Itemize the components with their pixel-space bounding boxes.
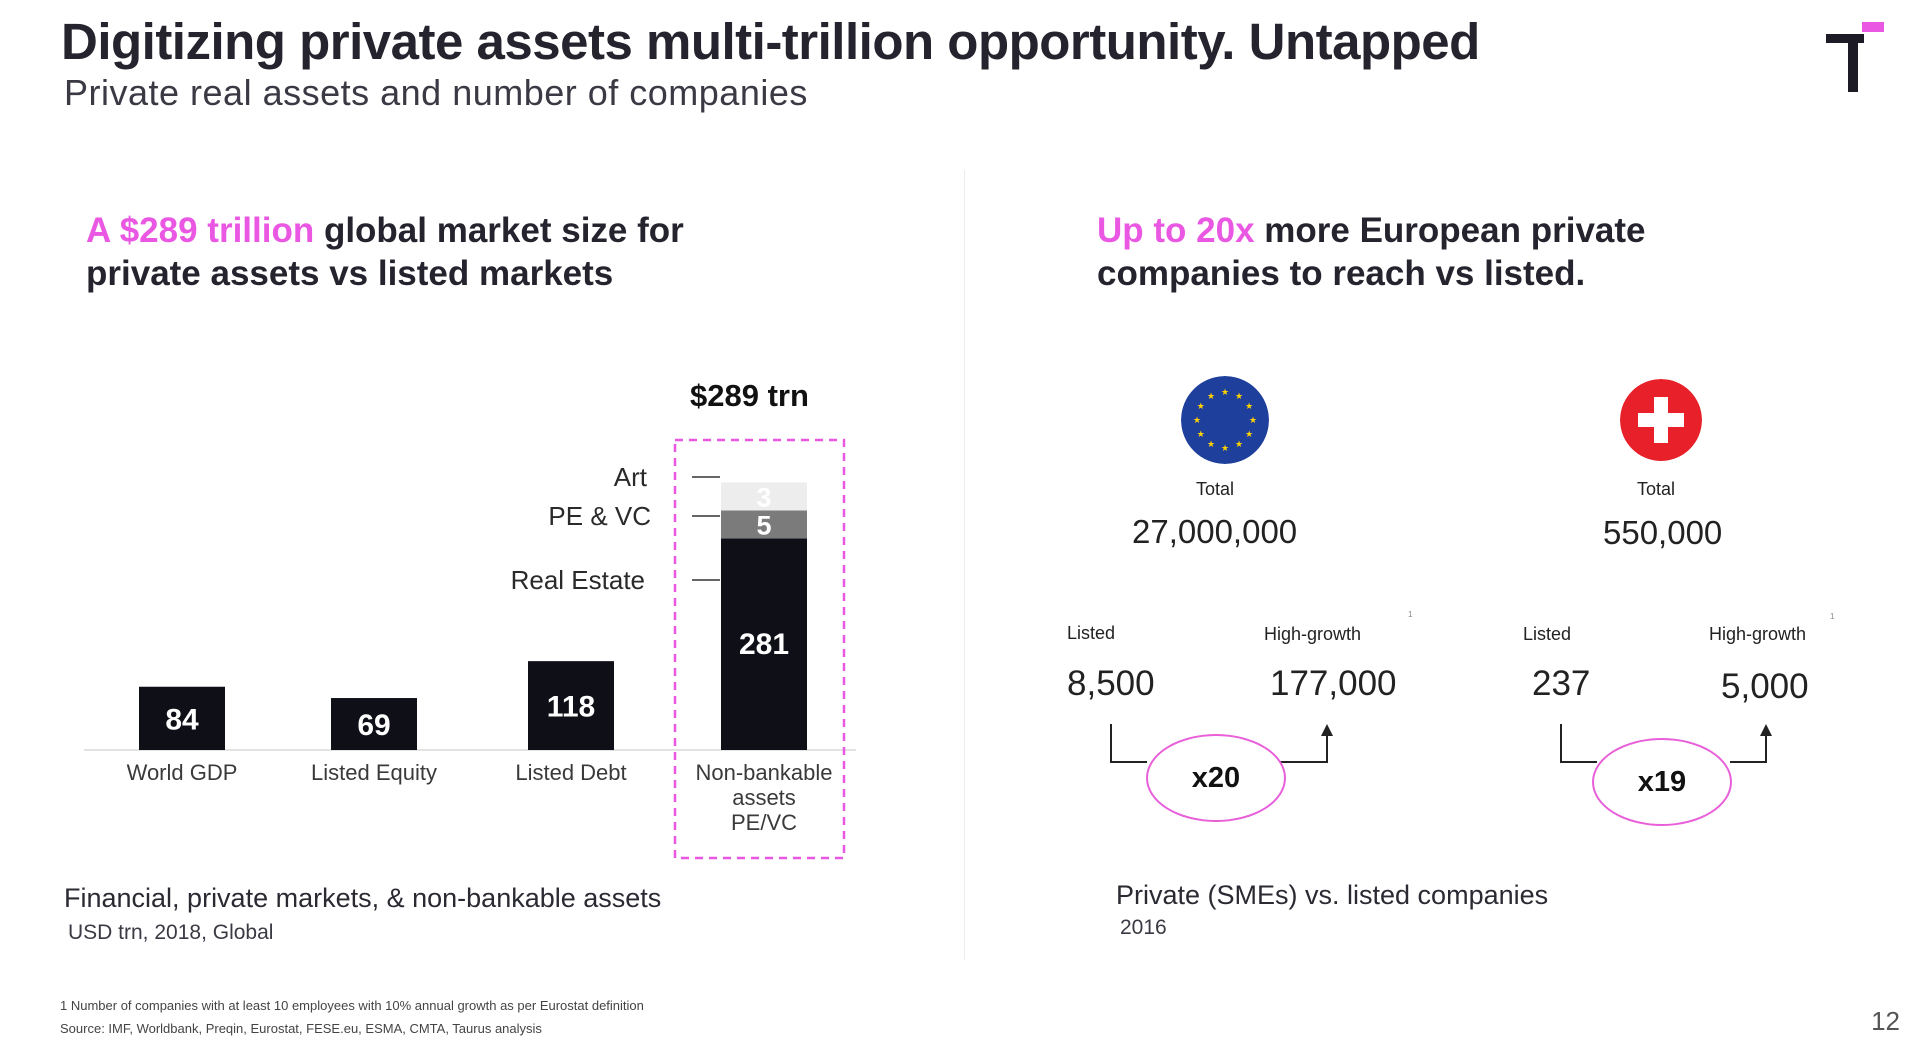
section-divider — [964, 170, 965, 960]
eu-star-icon: ★ — [1235, 440, 1243, 450]
stack-segment-label-2: Art — [614, 462, 648, 492]
left-chart-caption: Financial, private markets, & non-bankab… — [64, 883, 662, 913]
eu-star-icon: ★ — [1235, 392, 1243, 402]
ch-footnote-mark: 1 — [1830, 612, 1835, 621]
stack-segment-2 — [721, 482, 807, 511]
footnote: 1 Number of companies with at least 10 e… — [60, 998, 644, 1013]
eu-star-icon: ★ — [1197, 402, 1205, 412]
eu-growth-label: High-growth — [1264, 624, 1362, 644]
eu-total-value: 27,000,000 — [1132, 513, 1298, 550]
stack-segment-label-0: Real Estate — [511, 565, 645, 595]
ch-total-value: 550,000 — [1603, 514, 1723, 551]
ch-listed-value: 237 — [1532, 664, 1591, 703]
ch-growth-value: 5,000 — [1721, 667, 1809, 706]
ch-multiplier-badge: x19 — [1592, 738, 1732, 826]
page-title: Digitizing private assets multi-trillion… — [61, 13, 1480, 70]
eu-star-icon: ★ — [1249, 416, 1257, 426]
ch-total-label: Total — [1637, 479, 1676, 499]
right-headline-accent: Up to 20x — [1097, 211, 1255, 250]
left-headline: A $289 trillion global market size for p… — [86, 209, 684, 295]
category-label-1: Listed Equity — [311, 760, 437, 785]
bar-1 — [331, 698, 417, 750]
stack-segment-label-1: PE & VC — [548, 501, 651, 531]
bar-2 — [528, 661, 614, 750]
eu-footnote-mark: 1 — [1408, 610, 1413, 619]
swiss-flag-icon — [1620, 379, 1702, 461]
eu-star-icon: ★ — [1207, 392, 1215, 402]
stack-segment-1 — [721, 510, 807, 539]
ch-growth-label: High-growth — [1709, 624, 1807, 644]
left-chart-subcaption: USD trn, 2018, Global — [68, 921, 274, 944]
eu-flag-icon: ★ ★★★★★★★★★★★ — [1181, 376, 1269, 464]
eu-star-icon: ★ — [1197, 430, 1205, 440]
category-label-3-1: assets — [732, 785, 796, 810]
category-label-3-0: Non-bankable — [696, 760, 833, 785]
page-subtitle: Private real assets and number of compan… — [64, 72, 808, 113]
category-label-3-2: PE/VC — [731, 810, 797, 835]
eu-growth-value: 177,000 — [1270, 664, 1397, 703]
eu-connector-arrow — [1110, 724, 1333, 763]
eu-total-label: Total — [1196, 479, 1235, 499]
source-note: Source: IMF, Worldbank, Preqin, Eurostat… — [60, 1021, 542, 1036]
eu-listed-value: 8,500 — [1067, 664, 1155, 703]
eu-star-icon: ★ — [1207, 440, 1215, 450]
left-headline-accent: A $289 trillion — [86, 211, 315, 250]
ch-connector-arrow — [1560, 724, 1772, 763]
stack-segment-value-2: 3 — [756, 482, 771, 512]
right-caption: Private (SMEs) vs. listed companies — [1116, 880, 1549, 910]
ch-listed-label: Listed — [1523, 624, 1572, 644]
market-size-bar-chart: 84 69 118 281 Real Estate 5 PE & VC 3 Art World G… — [84, 438, 856, 860]
eu-multiplier-badge: x20 — [1146, 734, 1286, 822]
category-label-0: World GDP — [127, 760, 238, 785]
bar-0 — [139, 686, 225, 750]
bar-value-2: 118 — [547, 691, 595, 724]
stack-total-label: $289 trn — [690, 378, 809, 413]
bar-value-1: 69 — [357, 709, 390, 742]
eu-star-icon: ★ — [1245, 430, 1253, 440]
right-headline-line2: companies to reach vs listed. — [1097, 254, 1586, 293]
stack-segment-value-1: 5 — [756, 510, 771, 540]
highlight-frame — [673, 438, 846, 860]
eu-star-icon: ★ — [1221, 444, 1229, 454]
eu-star-icon: ★ — [1221, 388, 1229, 398]
left-headline-rest: global market size for — [314, 211, 684, 250]
right-subcaption: 2016 — [1120, 916, 1167, 939]
bar-value-0: 84 — [165, 703, 199, 736]
right-headline-rest: more European private — [1254, 211, 1646, 250]
category-label-2: Listed Debt — [515, 760, 626, 785]
eu-star-icon: ★ — [1193, 416, 1201, 426]
brand-logo-icon — [1826, 22, 1884, 92]
eu-listed-label: Listed — [1067, 623, 1116, 643]
right-headline: Up to 20x more European private companie… — [1097, 209, 1646, 295]
page-number: 12 — [1871, 1006, 1900, 1036]
left-headline-line2: private assets vs listed markets — [86, 254, 614, 293]
stack-segment-value-0: 281 — [739, 628, 789, 661]
eu-star-icon: ★ — [1245, 402, 1253, 412]
stack-segment-0 — [721, 538, 807, 750]
